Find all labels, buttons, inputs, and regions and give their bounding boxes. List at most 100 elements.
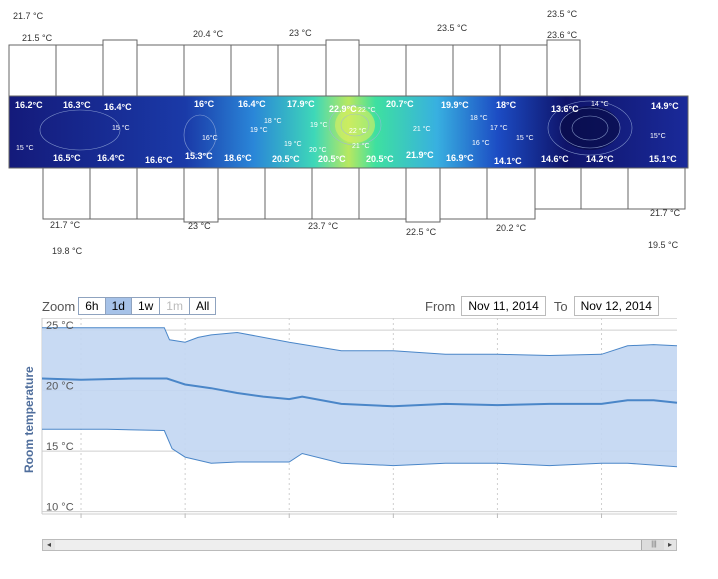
sensor-reading: 14.2°C — [586, 154, 614, 164]
room-label: 22.5 °C — [406, 227, 437, 237]
room-bottom-11 — [486, 167, 536, 220]
room-bottom-12 — [534, 167, 582, 210]
y-tick-label: 10 °C — [46, 502, 74, 514]
heatmap-hotspot — [335, 107, 375, 143]
room-bottom-2 — [89, 167, 138, 220]
isoline-label: 19 °C — [284, 140, 302, 148]
date-range: From Nov 11, 2014 To Nov 12, 2014 — [425, 296, 667, 316]
room-top-12 — [499, 44, 548, 97]
scroll-left-arrow[interactable]: ◂ — [43, 540, 55, 550]
room-label: 21.7 °C — [650, 208, 681, 218]
min-max-band — [42, 327, 677, 467]
sensor-reading: 20.5°C — [366, 154, 394, 164]
temperature-chart: 16:0020:0012. Nov04:0008:0012:00 10 °C 15… — [22, 318, 678, 518]
y-tick-label: 15 °C — [46, 441, 74, 453]
sensor-reading: 18°C — [496, 100, 517, 110]
sensor-reading: 18.6°C — [224, 153, 252, 163]
from-date-input[interactable]: Nov 11, 2014 — [461, 296, 546, 316]
heatmap-coldspot — [560, 106, 620, 150]
isoline-label: 16°C — [202, 134, 218, 142]
room-bottom-8 — [358, 167, 407, 220]
room-top-2 — [55, 44, 104, 97]
room-label: 21.7 °C — [50, 220, 81, 230]
zoom-1w-button[interactable]: 1w — [130, 297, 161, 315]
isoline-label: 22 °C — [358, 106, 376, 114]
sensor-reading: 16.2°C — [15, 100, 43, 110]
sensor-reading: 22.9°C — [329, 104, 357, 114]
room-label: 23 °C — [289, 28, 312, 38]
mean-series-line — [41, 377, 678, 408]
sensor-reading: 16.5°C — [53, 153, 81, 163]
room-label: 21.5 °C — [22, 33, 53, 43]
room-bottom-10 — [439, 167, 488, 220]
to-label: To — [553, 298, 568, 314]
isoline-label: 22 °C — [349, 127, 367, 135]
room-bottom-5 — [217, 167, 266, 220]
isoline-paths — [39, 100, 633, 156]
y-tick-label: 20 °C — [46, 381, 74, 393]
sensor-reading: 14.6°C — [541, 154, 569, 164]
max-series-line — [42, 327, 678, 357]
room-bottom-3 — [136, 167, 185, 220]
room-top-3 — [102, 39, 138, 103]
sensor-reading: 16°C — [194, 99, 215, 109]
room-label: 23 °C — [188, 221, 211, 231]
room-label: 20.4 °C — [193, 29, 224, 39]
room-top-11 — [452, 44, 501, 97]
sensor-reading: 13.6°C — [551, 104, 579, 114]
isoline-label: 15 °C — [112, 124, 130, 132]
isoline-label: 15°C — [650, 132, 666, 140]
room-label: 19.5 °C — [648, 240, 679, 250]
isoline-label: 17 °C — [490, 124, 508, 132]
sensor-reading: 14.1°C — [494, 156, 522, 166]
room-label: 23.5 °C — [547, 9, 578, 19]
isoline-label: 19 °C — [310, 121, 328, 129]
sensor-reading: 16.3°C — [63, 100, 91, 110]
room-label: 19.8 °C — [52, 246, 83, 256]
room-bottom-14 — [627, 167, 686, 210]
y-axis-title: Room temperature — [22, 366, 36, 473]
zoom-all-button[interactable]: All — [188, 297, 217, 315]
bottom-rooms — [42, 161, 686, 223]
room-label: 23.5 °C — [437, 23, 468, 33]
min-series-line — [42, 428, 678, 468]
isoline-label: 20 °C — [309, 146, 327, 154]
sensor-reading: 19.9°C — [441, 100, 469, 110]
sensor-reading: 15.1°C — [649, 154, 677, 164]
room-bottom-6 — [264, 167, 313, 220]
floorplan: 21.7 °C 21.5 °C 20.4 °C 23 °C 23.5 °C 23… — [8, 9, 689, 256]
sensor-reading: 14.9°C — [651, 101, 679, 111]
zoom-1d-button[interactable]: 1d — [104, 297, 132, 315]
room-top-13 — [546, 39, 581, 103]
room-top-6 — [230, 44, 279, 97]
zoom-label: Zoom — [42, 298, 76, 314]
room-top-7 — [277, 44, 327, 97]
x-axis: 16:0020:0012. Nov04:0008:0012:00 — [80, 514, 603, 518]
isoline-label: 18 °C — [470, 114, 488, 122]
sensor-reading: 20.7°C — [386, 99, 414, 109]
sensor-reading: 16.4°C — [238, 99, 266, 109]
isoline-label: 18 °C — [264, 117, 282, 125]
scroll-right-arrow[interactable]: ▸ — [664, 540, 676, 550]
to-date-input[interactable]: Nov 12, 2014 — [573, 296, 659, 316]
chart-scrollbar[interactable]: ◂ ||| ▸ — [42, 539, 677, 551]
sensor-reading: 20.5°C — [318, 154, 346, 164]
y-axis: 10 °C 15 °C 20 °C 25 °C — [46, 320, 74, 513]
sensor-reading: 16.6°C — [145, 155, 173, 165]
sensor-reading: 20.5°C — [272, 154, 300, 164]
from-label: From — [425, 298, 456, 314]
room-bottom-1 — [42, 167, 91, 220]
sensor-reading: 16.4°C — [104, 102, 132, 112]
room-top-1 — [8, 44, 57, 97]
room-label: 23.6 °C — [547, 30, 578, 40]
room-bottom-13 — [580, 167, 629, 210]
zoom-1m-button[interactable]: 1m — [159, 297, 190, 315]
isoline-label: 15 °C — [16, 144, 34, 152]
room-top-9 — [358, 44, 407, 97]
isoline-label: 14 °C — [591, 100, 609, 108]
room-top-10 — [405, 44, 454, 97]
zoom-6h-button[interactable]: 6h — [78, 297, 106, 315]
room-bottom-4 — [183, 161, 219, 223]
room-top-8 — [325, 39, 360, 103]
isoline-label: 15 °C — [516, 134, 534, 142]
